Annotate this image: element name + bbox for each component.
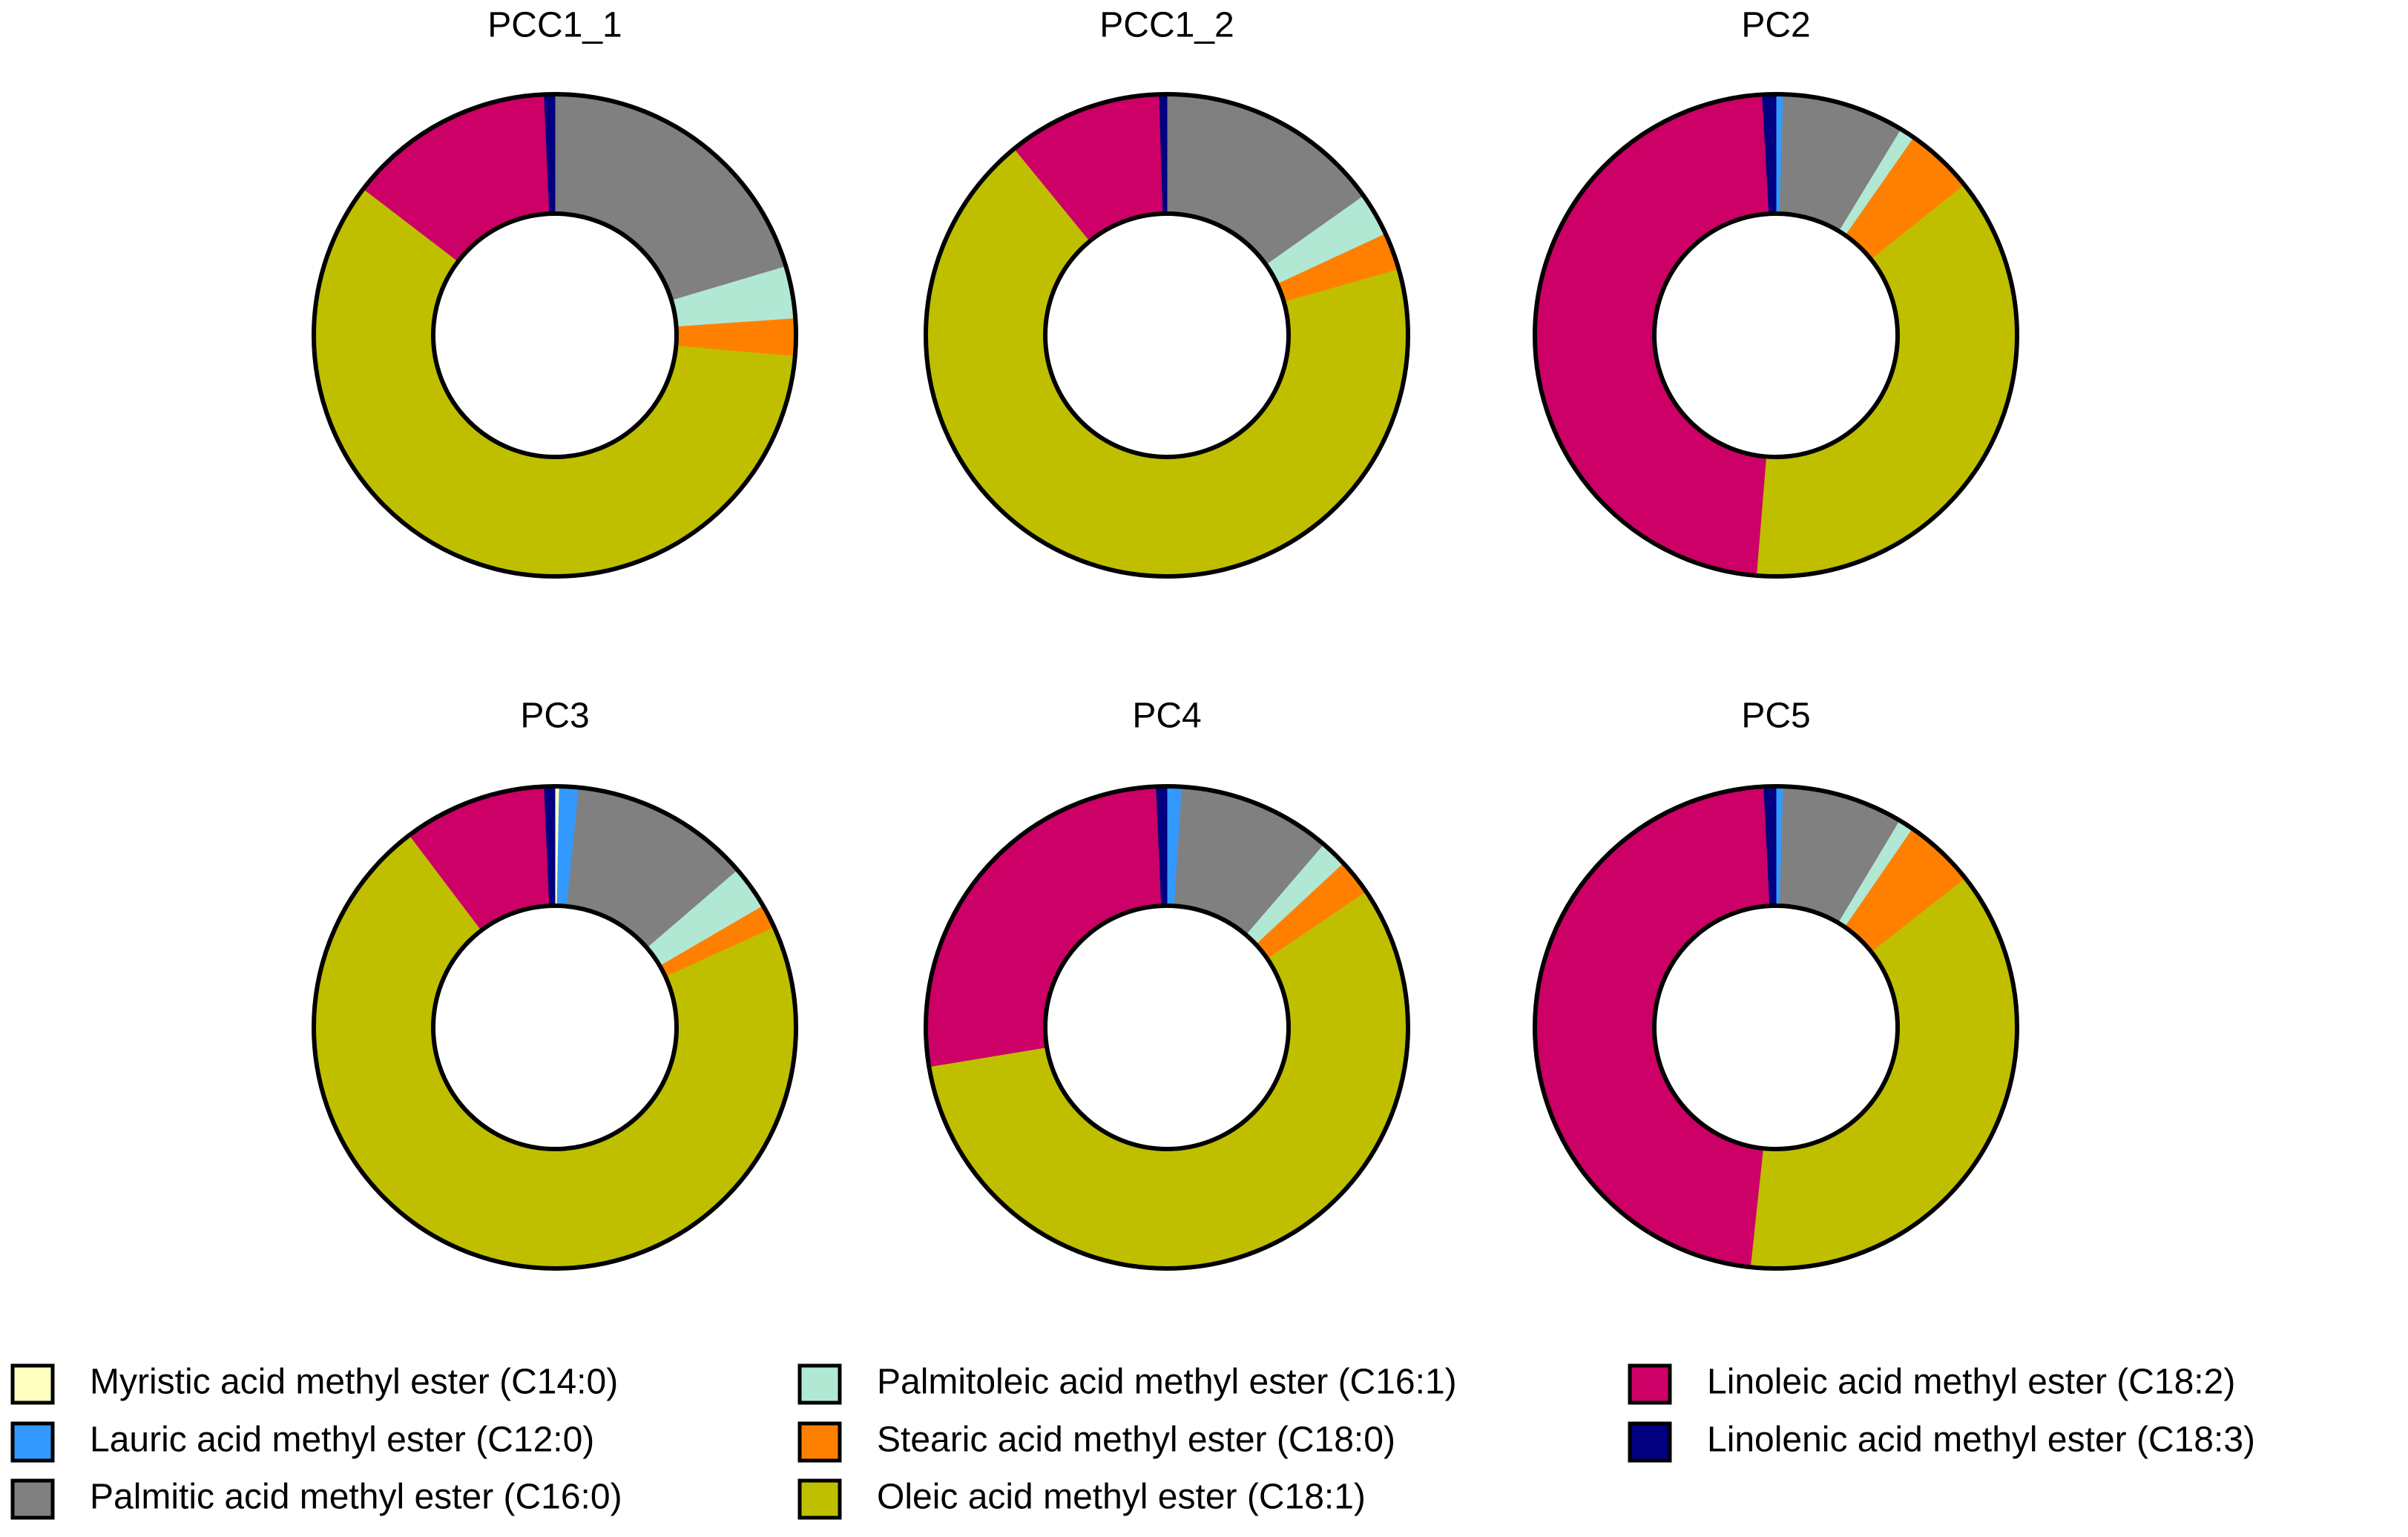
legend-swatch	[10, 1421, 55, 1463]
legend-label: Stearic acid methyl ester (C18:0)	[877, 1421, 1395, 1460]
legend-swatch	[797, 1363, 842, 1405]
legend-label: Palmitoleic acid methyl ester (C16:1)	[877, 1363, 1457, 1402]
legend-label: Palmitic acid methyl ester (C16:0)	[90, 1478, 622, 1517]
legend-label: Linolenic acid methyl ester (C18:3)	[1707, 1421, 2255, 1460]
chart-title: PC4	[1132, 697, 1201, 736]
legend-label: Linoleic acid methyl ester (C18:2)	[1707, 1363, 2235, 1402]
inner-ring	[431, 211, 679, 459]
inner-ring	[1652, 211, 1900, 459]
legend-swatch	[1628, 1363, 1672, 1405]
inner-ring	[1043, 211, 1291, 459]
legend-label: Oleic acid methyl ester (C18:1)	[877, 1478, 1366, 1517]
legend-swatch	[797, 1478, 842, 1520]
inner-ring	[1652, 904, 1900, 1151]
outer-ring	[312, 92, 798, 579]
legend-swatch	[797, 1421, 842, 1463]
inner-ring	[431, 904, 679, 1151]
outer-ring	[312, 784, 798, 1271]
legend-swatch	[10, 1363, 55, 1405]
legend-swatch	[1628, 1421, 1672, 1463]
chart-title: PCC1_1	[487, 6, 622, 45]
chart-title: PC2	[1741, 6, 1810, 45]
outer-ring	[1533, 784, 2019, 1271]
outer-ring	[924, 92, 1410, 579]
legend-label: Myristic acid methyl ester (C14:0)	[90, 1363, 618, 1402]
outer-ring	[924, 784, 1410, 1271]
chart-title: PC3	[520, 697, 589, 736]
chart-title: PC5	[1741, 697, 1810, 736]
inner-ring	[1043, 904, 1291, 1151]
chart-title: PCC1_2	[1099, 6, 1234, 45]
legend-swatch	[10, 1478, 55, 1520]
legend-label: Lauric acid methyl ester (C12:0)	[90, 1421, 594, 1460]
outer-ring	[1533, 92, 2019, 579]
